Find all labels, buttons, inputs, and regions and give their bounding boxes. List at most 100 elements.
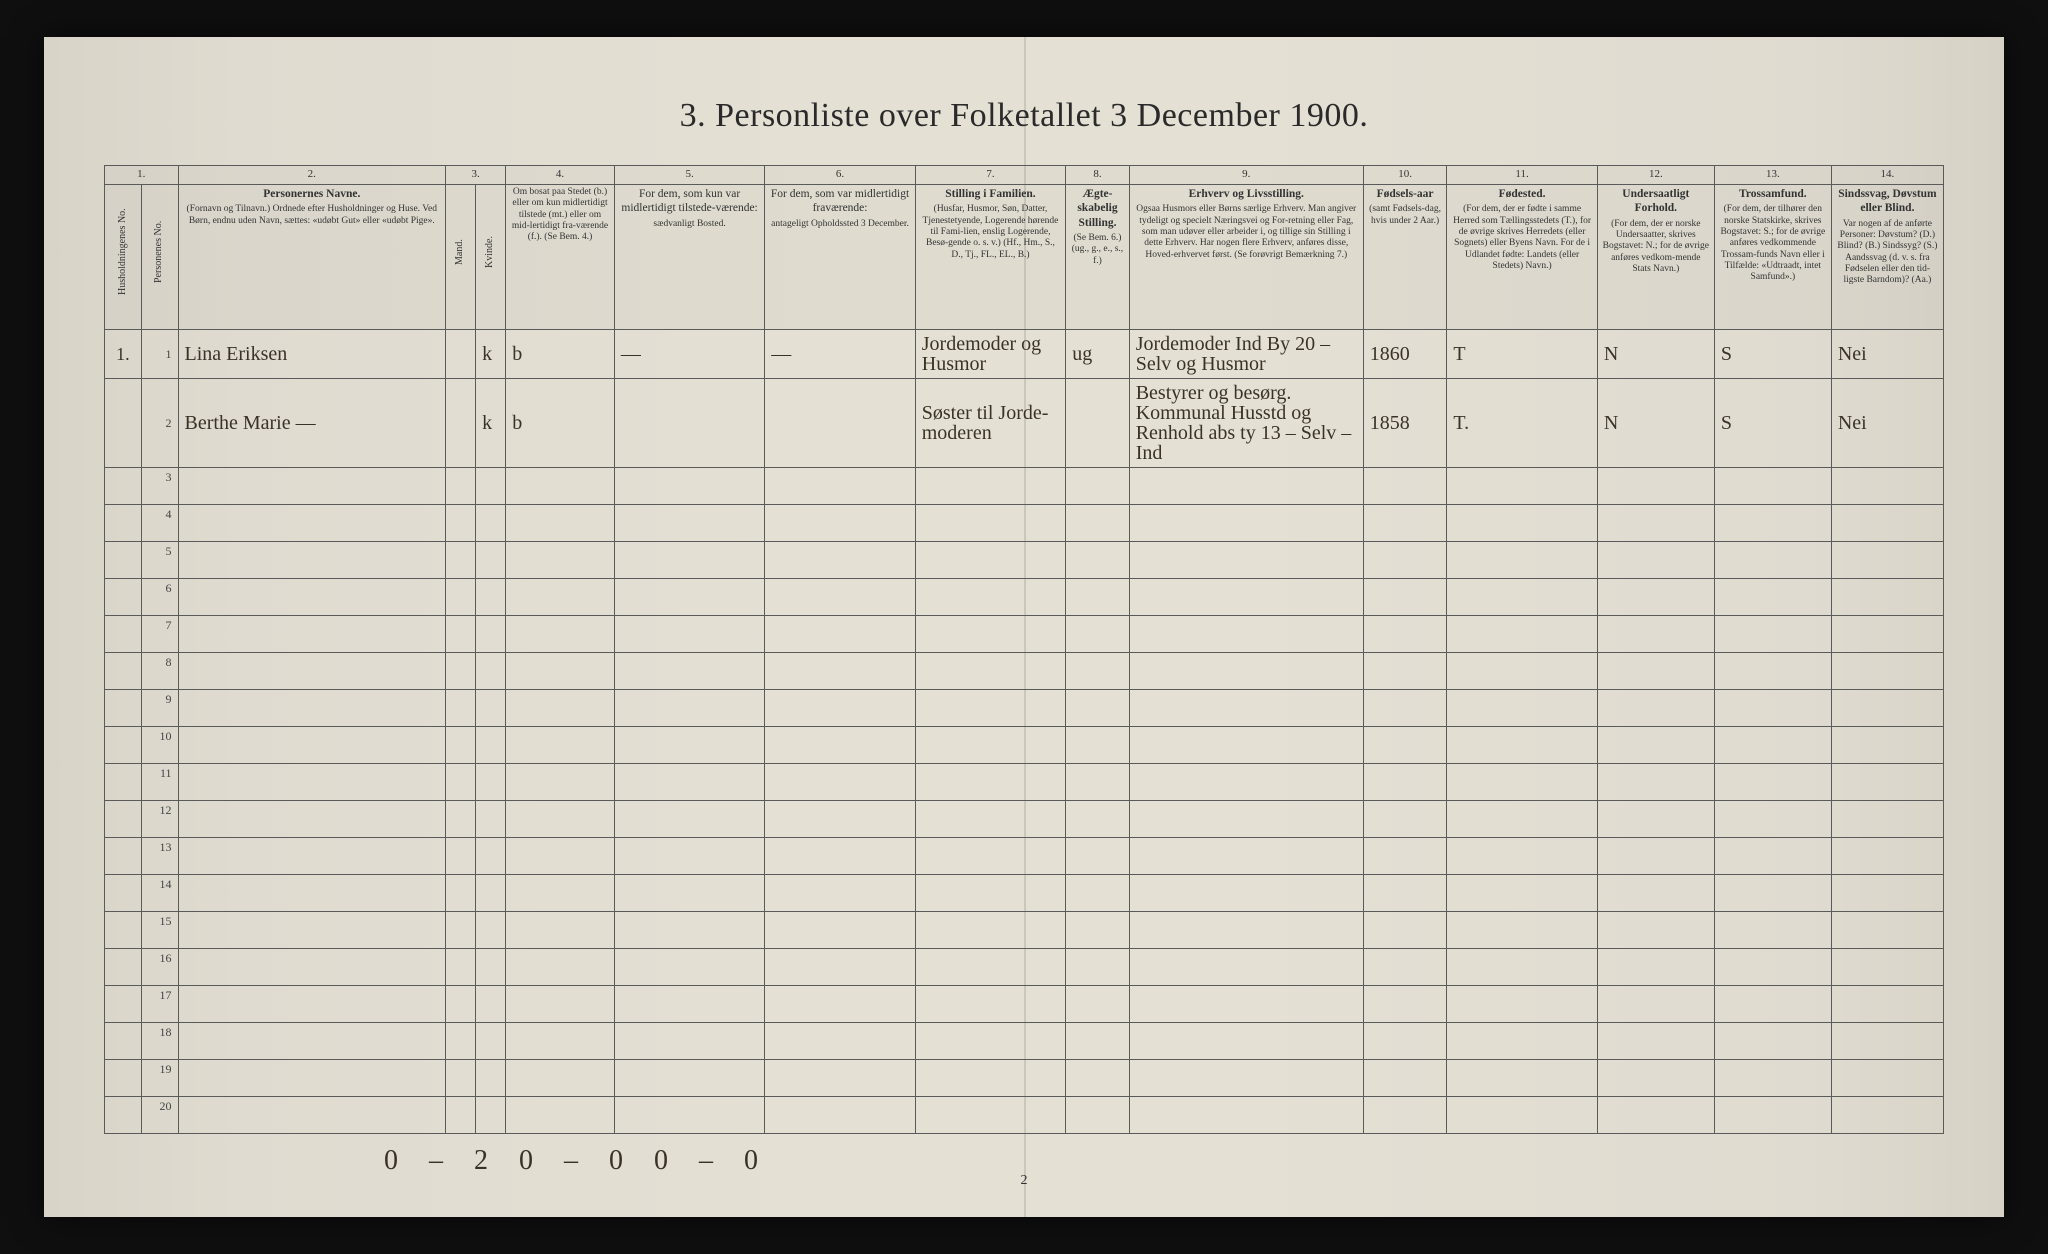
cell bbox=[1066, 578, 1130, 615]
cell bbox=[105, 874, 142, 911]
cell bbox=[765, 578, 915, 615]
cell bbox=[1363, 541, 1447, 578]
hdr-birthplace: Fødested. (For dem, der er fødte i samme… bbox=[1447, 184, 1597, 329]
cell bbox=[765, 615, 915, 652]
cell bbox=[1447, 615, 1597, 652]
cell: Søster til Jorde-moderen bbox=[915, 378, 1065, 467]
cell bbox=[105, 1096, 142, 1133]
cell bbox=[1363, 911, 1447, 948]
cell: 8 bbox=[141, 652, 178, 689]
cell bbox=[1066, 504, 1130, 541]
cell bbox=[506, 911, 615, 948]
cell bbox=[1714, 578, 1831, 615]
colnum-8: 8. bbox=[1066, 166, 1130, 185]
cell bbox=[476, 689, 506, 726]
cell bbox=[1831, 1096, 1943, 1133]
cell bbox=[1129, 874, 1363, 911]
table-row: 13 bbox=[105, 837, 1944, 874]
hdr-birthyear-sub: (samt Fødsels-dag, hvis under 2 Aar.) bbox=[1368, 204, 1443, 227]
cell bbox=[178, 541, 446, 578]
table-row: 17 bbox=[105, 985, 1944, 1022]
cell bbox=[1714, 874, 1831, 911]
cell bbox=[614, 1096, 764, 1133]
cell bbox=[446, 726, 476, 763]
cell bbox=[506, 1022, 615, 1059]
cell: Nei bbox=[1831, 378, 1943, 467]
cell bbox=[1447, 578, 1597, 615]
cell bbox=[1597, 1096, 1714, 1133]
cell bbox=[1597, 985, 1714, 1022]
cell bbox=[446, 541, 476, 578]
cell bbox=[1831, 504, 1943, 541]
hdr-marital-sub: (Se Bem. 6.) (ug., g., e., s., f.) bbox=[1070, 233, 1125, 267]
colnum-12: 12. bbox=[1597, 166, 1714, 185]
cell bbox=[476, 1096, 506, 1133]
hdr-birthyear-title: Fødsels-aar bbox=[1368, 187, 1443, 201]
cell bbox=[105, 578, 142, 615]
cell bbox=[1363, 948, 1447, 985]
cell bbox=[915, 874, 1065, 911]
cell bbox=[1066, 837, 1130, 874]
table-row: 10 bbox=[105, 726, 1944, 763]
cell bbox=[446, 1096, 476, 1133]
cell bbox=[476, 652, 506, 689]
cell bbox=[1129, 578, 1363, 615]
hdr-names-title: Personernes Navne. bbox=[183, 187, 442, 201]
cell: 11 bbox=[141, 763, 178, 800]
cell: N bbox=[1597, 378, 1714, 467]
cell bbox=[105, 504, 142, 541]
colnum-7: 7. bbox=[915, 166, 1065, 185]
hdr-residence-sub: Om bosat paa Stedet (b.) eller om kun mi… bbox=[510, 187, 610, 244]
hdr-nationality-sub: (For dem, der er norske Undersaatter, sk… bbox=[1602, 219, 1710, 276]
cell bbox=[1597, 874, 1714, 911]
cell bbox=[1447, 541, 1597, 578]
cell bbox=[1129, 1096, 1363, 1133]
cell bbox=[446, 874, 476, 911]
cell bbox=[915, 467, 1065, 504]
cell bbox=[1597, 763, 1714, 800]
cell bbox=[506, 689, 615, 726]
cell bbox=[765, 726, 915, 763]
hdr-residence-status: Om bosat paa Stedet (b.) eller om kun mi… bbox=[506, 184, 615, 329]
cell bbox=[1066, 763, 1130, 800]
cell: 16 bbox=[141, 948, 178, 985]
cell bbox=[765, 541, 915, 578]
cell bbox=[506, 467, 615, 504]
hdr-birthyear: Fødsels-aar (samt Fødsels-dag, hvis unde… bbox=[1363, 184, 1447, 329]
cell bbox=[915, 652, 1065, 689]
cell bbox=[105, 948, 142, 985]
cell bbox=[1363, 763, 1447, 800]
cell bbox=[476, 800, 506, 837]
cell: 4 bbox=[141, 504, 178, 541]
cell bbox=[1831, 689, 1943, 726]
colnum-14: 14. bbox=[1831, 166, 1943, 185]
cell bbox=[765, 911, 915, 948]
table-row: 11 bbox=[105, 763, 1944, 800]
cell bbox=[446, 615, 476, 652]
cell bbox=[1447, 1022, 1597, 1059]
cell bbox=[1831, 652, 1943, 689]
cell bbox=[178, 615, 446, 652]
cell bbox=[1066, 467, 1130, 504]
cell bbox=[1597, 800, 1714, 837]
cell bbox=[915, 504, 1065, 541]
cell bbox=[1714, 1096, 1831, 1133]
cell bbox=[1066, 541, 1130, 578]
hdr-religion-sub: (For dem, der tilhører den norske Statsk… bbox=[1719, 204, 1827, 284]
table-row: 4 bbox=[105, 504, 1944, 541]
cell bbox=[1066, 911, 1130, 948]
cell: T bbox=[1447, 329, 1597, 378]
cell bbox=[105, 541, 142, 578]
cell: 2 bbox=[141, 378, 178, 467]
cell bbox=[1831, 948, 1943, 985]
hdr-temp-absent-sub: antageligt Opholdssted 3 December. bbox=[769, 219, 910, 230]
cell bbox=[1447, 874, 1597, 911]
cell: 6 bbox=[141, 578, 178, 615]
cell bbox=[765, 689, 915, 726]
cell bbox=[1714, 1022, 1831, 1059]
cell bbox=[1831, 911, 1943, 948]
cell: S bbox=[1714, 329, 1831, 378]
cell bbox=[476, 541, 506, 578]
hdr-person-no: Personenes No. bbox=[141, 184, 178, 329]
cell bbox=[765, 800, 915, 837]
